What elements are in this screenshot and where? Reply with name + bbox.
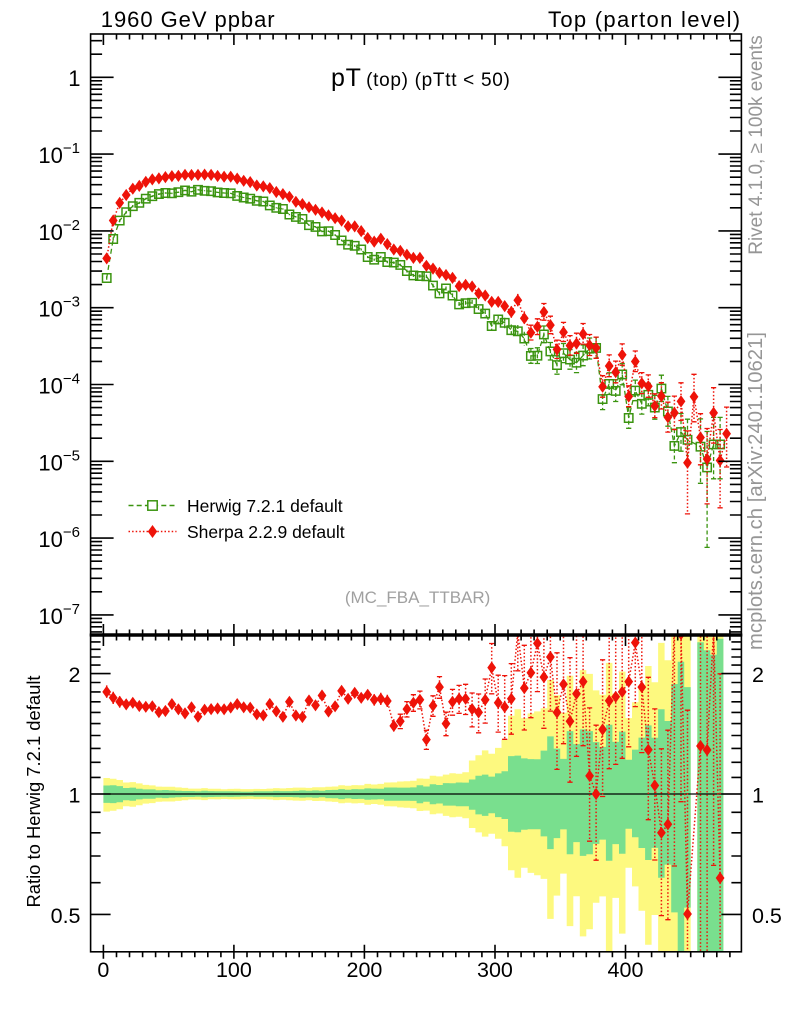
svg-text:1: 1 xyxy=(752,784,764,808)
svg-text:300: 300 xyxy=(477,958,513,982)
svg-text:0.5: 0.5 xyxy=(752,904,782,928)
svg-text:mcplots.cern.ch [arXiv:2401.10: mcplots.cern.ch [arXiv:2401.10621] xyxy=(745,332,767,650)
svg-text:1: 1 xyxy=(68,66,80,91)
svg-text:0.5: 0.5 xyxy=(51,904,81,928)
svg-text:400: 400 xyxy=(608,958,644,982)
svg-text:100: 100 xyxy=(216,958,252,982)
svg-text:200: 200 xyxy=(347,958,383,982)
svg-text:Sherpa 2.2.9 default: Sherpa 2.2.9 default xyxy=(187,522,345,542)
svg-text:10−4: 10−4 xyxy=(38,371,80,399)
svg-text:10−6: 10−6 xyxy=(38,524,80,552)
svg-text:10−2: 10−2 xyxy=(38,217,80,245)
svg-text:Rivet 4.1.0, ≥ 100k events: Rivet 4.1.0, ≥ 100k events xyxy=(746,35,767,255)
svg-text:2: 2 xyxy=(69,663,81,687)
svg-text:Herwig 7.2.1 default: Herwig 7.2.1 default xyxy=(187,496,343,516)
svg-text:Top (parton level): Top (parton level) xyxy=(548,7,741,32)
svg-text:(MC_FBA_TTBAR): (MC_FBA_TTBAR) xyxy=(345,588,490,607)
svg-text:2: 2 xyxy=(752,663,764,687)
svg-text:10−1: 10−1 xyxy=(38,140,80,168)
svg-text:1960 GeV ppbar: 1960 GeV ppbar xyxy=(101,7,276,32)
svg-text:1: 1 xyxy=(69,784,81,808)
svg-text:Ratio to Herwig 7.2.1 default: Ratio to Herwig 7.2.1 default xyxy=(23,675,44,907)
svg-text:0: 0 xyxy=(97,958,109,982)
